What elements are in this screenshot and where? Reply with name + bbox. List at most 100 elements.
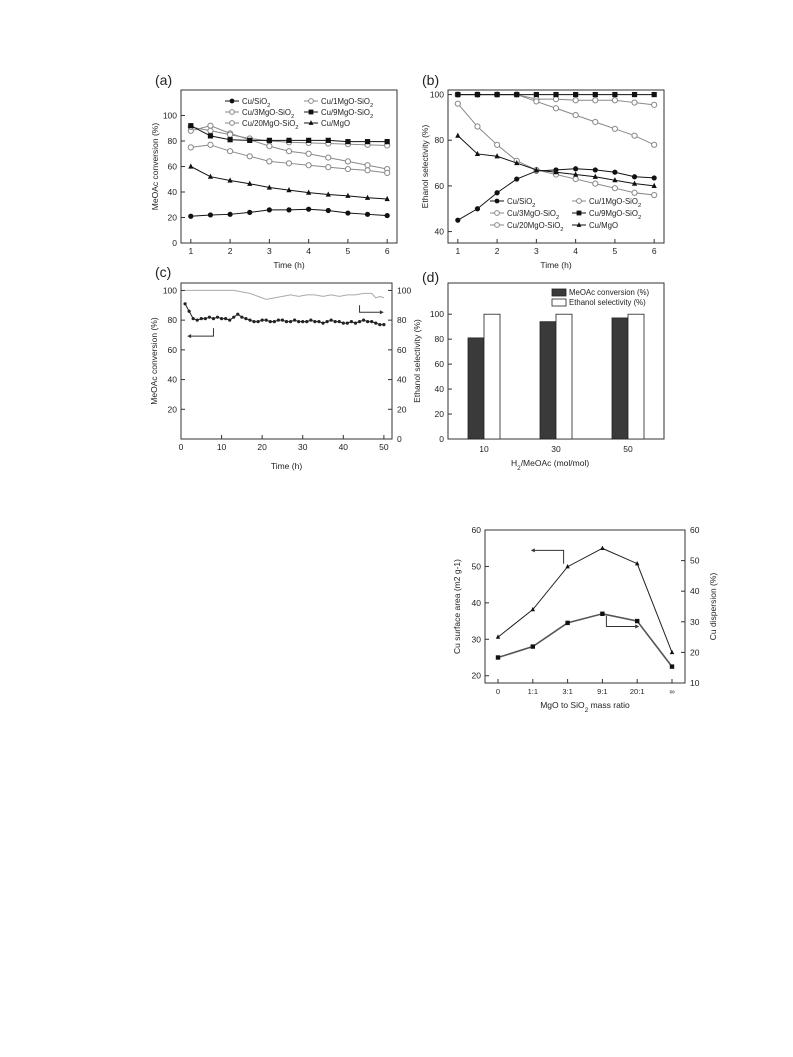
panel-c-series-0-point	[325, 320, 329, 324]
panel-b-legend-3-swatch-marker	[576, 210, 582, 216]
panel-a-series-1-point	[305, 150, 312, 157]
panel-b-series-2-point	[611, 125, 619, 132]
panel-b-y-tick-label: 60	[435, 181, 445, 191]
panel-c-series-0-point	[211, 317, 216, 321]
panel-e-x-tick-label: 20:1	[630, 687, 645, 696]
panel-c-series-0-line	[184, 303, 384, 326]
panel-d-legend-swatch	[551, 298, 567, 307]
panel-label-a: (a)	[155, 72, 172, 88]
panel-a-legend-5-swatch-marker	[308, 120, 314, 125]
panel-b-series-0-point	[474, 206, 481, 212]
panel-b-series-2-point	[533, 98, 540, 105]
panel-e-x-label: MgO to SiO2 mass ratio	[540, 700, 630, 714]
panel-a-legend-0-swatch-marker	[229, 98, 235, 104]
panel-b-series-3-point	[592, 91, 598, 98]
panel-c-series-0-point	[252, 320, 256, 324]
panel-c-series-0-point	[248, 318, 252, 322]
panel-a-legend-4-swatch-marker	[229, 120, 235, 126]
panel-b-series-5-point	[494, 153, 500, 159]
panel-a-series-3-group	[188, 123, 390, 145]
panel-b-frame	[447, 89, 665, 244]
panel-c-series-0-point	[215, 315, 220, 319]
panel-d-bar	[483, 313, 501, 440]
panel-e-x-tick-label: 9:1	[597, 687, 607, 696]
panel-c-series-0-point	[236, 312, 240, 316]
panel-d-legend-swatch	[551, 288, 567, 297]
panel-a-series-5-group	[188, 163, 390, 202]
panel-d-x-tick-label: 10	[479, 444, 489, 454]
panel-a-series-2-point	[226, 131, 234, 138]
panel-c-series-0-point	[361, 318, 366, 322]
panel-d-y-tick-label: 40	[435, 384, 445, 394]
panel-b-series-5-point	[612, 177, 618, 183]
panel-c-x-label: Time (h)	[271, 461, 302, 471]
panel-a-series-1-point	[325, 154, 332, 161]
panel-a-series-4-point	[344, 165, 352, 173]
panel-b-y-tick-label: 40	[435, 227, 445, 237]
panel-d-bar	[467, 337, 485, 440]
panel-b-series-0-point	[514, 176, 520, 182]
panel-e-y2-tick-label: 40	[690, 586, 700, 596]
panel-b-series-4-point	[631, 189, 638, 196]
panel-a-x-label: Time (h)	[273, 260, 304, 270]
panel-b-series-2-point	[572, 112, 579, 119]
panel-a-x-tick-label: 2	[228, 246, 233, 256]
panel-a-series-0-point	[227, 211, 233, 217]
panel-a-series-5-point	[325, 191, 331, 197]
panel-d-legend-label: MeOAc conversion (%)	[569, 288, 650, 297]
panel-c-series-0-point	[337, 320, 341, 324]
panel-a-series-4-point	[226, 148, 234, 155]
panel-e-x-tick-label: 0	[496, 687, 500, 696]
panel-c-right-arrowhead	[379, 310, 384, 315]
panel-b-series-4-line	[457, 103, 655, 196]
panel-a-x-tick-label: 3	[267, 246, 272, 256]
panel-a-x-tick-label: 5	[346, 246, 351, 256]
panel-a-series-5-point	[345, 192, 351, 198]
panel-e-y-tick-label: 40	[472, 598, 482, 608]
panel-e-y-tick-label: 30	[472, 634, 482, 644]
panel-a-series-0-group	[188, 206, 390, 219]
panel-e-line	[497, 612, 673, 668]
panel-e-y-label: Cu surface area (m2 g-1)	[452, 559, 462, 654]
panel-c-series-0-point	[321, 321, 325, 325]
panel-c-y-tick-label: 80	[168, 315, 178, 325]
panel-a-legend-0-label: Cu/SiO2	[242, 97, 270, 109]
panel-a-legend-3-swatch-marker	[308, 109, 314, 115]
panel-a-series-4-group	[187, 141, 391, 176]
panel-a-series-1-point	[266, 143, 273, 150]
panel-b-series-3-point	[494, 91, 500, 98]
panel-b-series-3-group	[455, 91, 657, 98]
panel-b-series-0-point	[455, 217, 461, 223]
panel-c-left-arrowhead	[187, 334, 192, 339]
panel-b-series-1-point	[651, 101, 658, 108]
panel-b-series-3-point	[573, 91, 579, 98]
panel-b-series-3-point	[612, 91, 618, 98]
panel-b-series-1-point	[611, 97, 619, 104]
panel-c-series-0-point	[191, 317, 195, 321]
panel-b-series-2-point	[592, 118, 599, 126]
panel-e-frame	[484, 529, 686, 684]
panel-b-series-5-point	[651, 182, 657, 189]
panel-c-y-tick-label: 60	[168, 345, 178, 355]
panel-a-legend-4-label: Cu/20MgO-SiO2	[242, 119, 299, 131]
panel-e-point	[600, 545, 605, 551]
panel-d-legend-label: Ethanol selectivity (%)	[569, 298, 646, 307]
panel-e-point	[565, 620, 570, 626]
panel-c-series-0-point	[297, 320, 301, 324]
panel-e-x-tick-label: 1:1	[528, 687, 538, 696]
panel-b-series-4-point	[572, 175, 579, 183]
panel-c-y2-label: Ethanol selectivity (%)	[412, 319, 422, 403]
panel-a-series-5-point	[364, 194, 371, 200]
panel-b-legend-2-label: Cu/3MgO-SiO2	[507, 209, 559, 221]
panel-b-series-0-point	[592, 167, 598, 173]
panel-e-point	[669, 649, 675, 655]
panel-d-y-tick-label: 0	[439, 434, 444, 444]
panel-c-series-0-point	[309, 318, 313, 322]
panel-b-series-5-point	[553, 169, 559, 175]
panel-a-legend-2-swatch-marker	[229, 109, 235, 115]
panel-c-series-0-point	[203, 317, 207, 321]
panel-b-y-tick-label: 80	[435, 135, 445, 145]
panel-a-series-2-point	[207, 127, 214, 134]
panel-c-series-0-point	[288, 320, 293, 324]
